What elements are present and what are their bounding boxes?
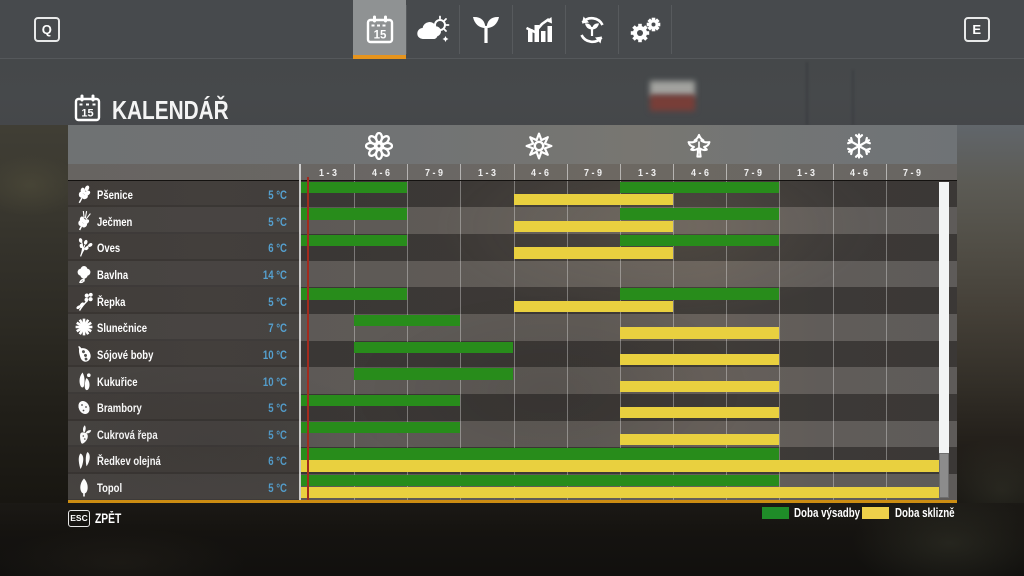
svg-text:15: 15: [81, 108, 93, 120]
svg-text:15: 15: [373, 29, 386, 41]
